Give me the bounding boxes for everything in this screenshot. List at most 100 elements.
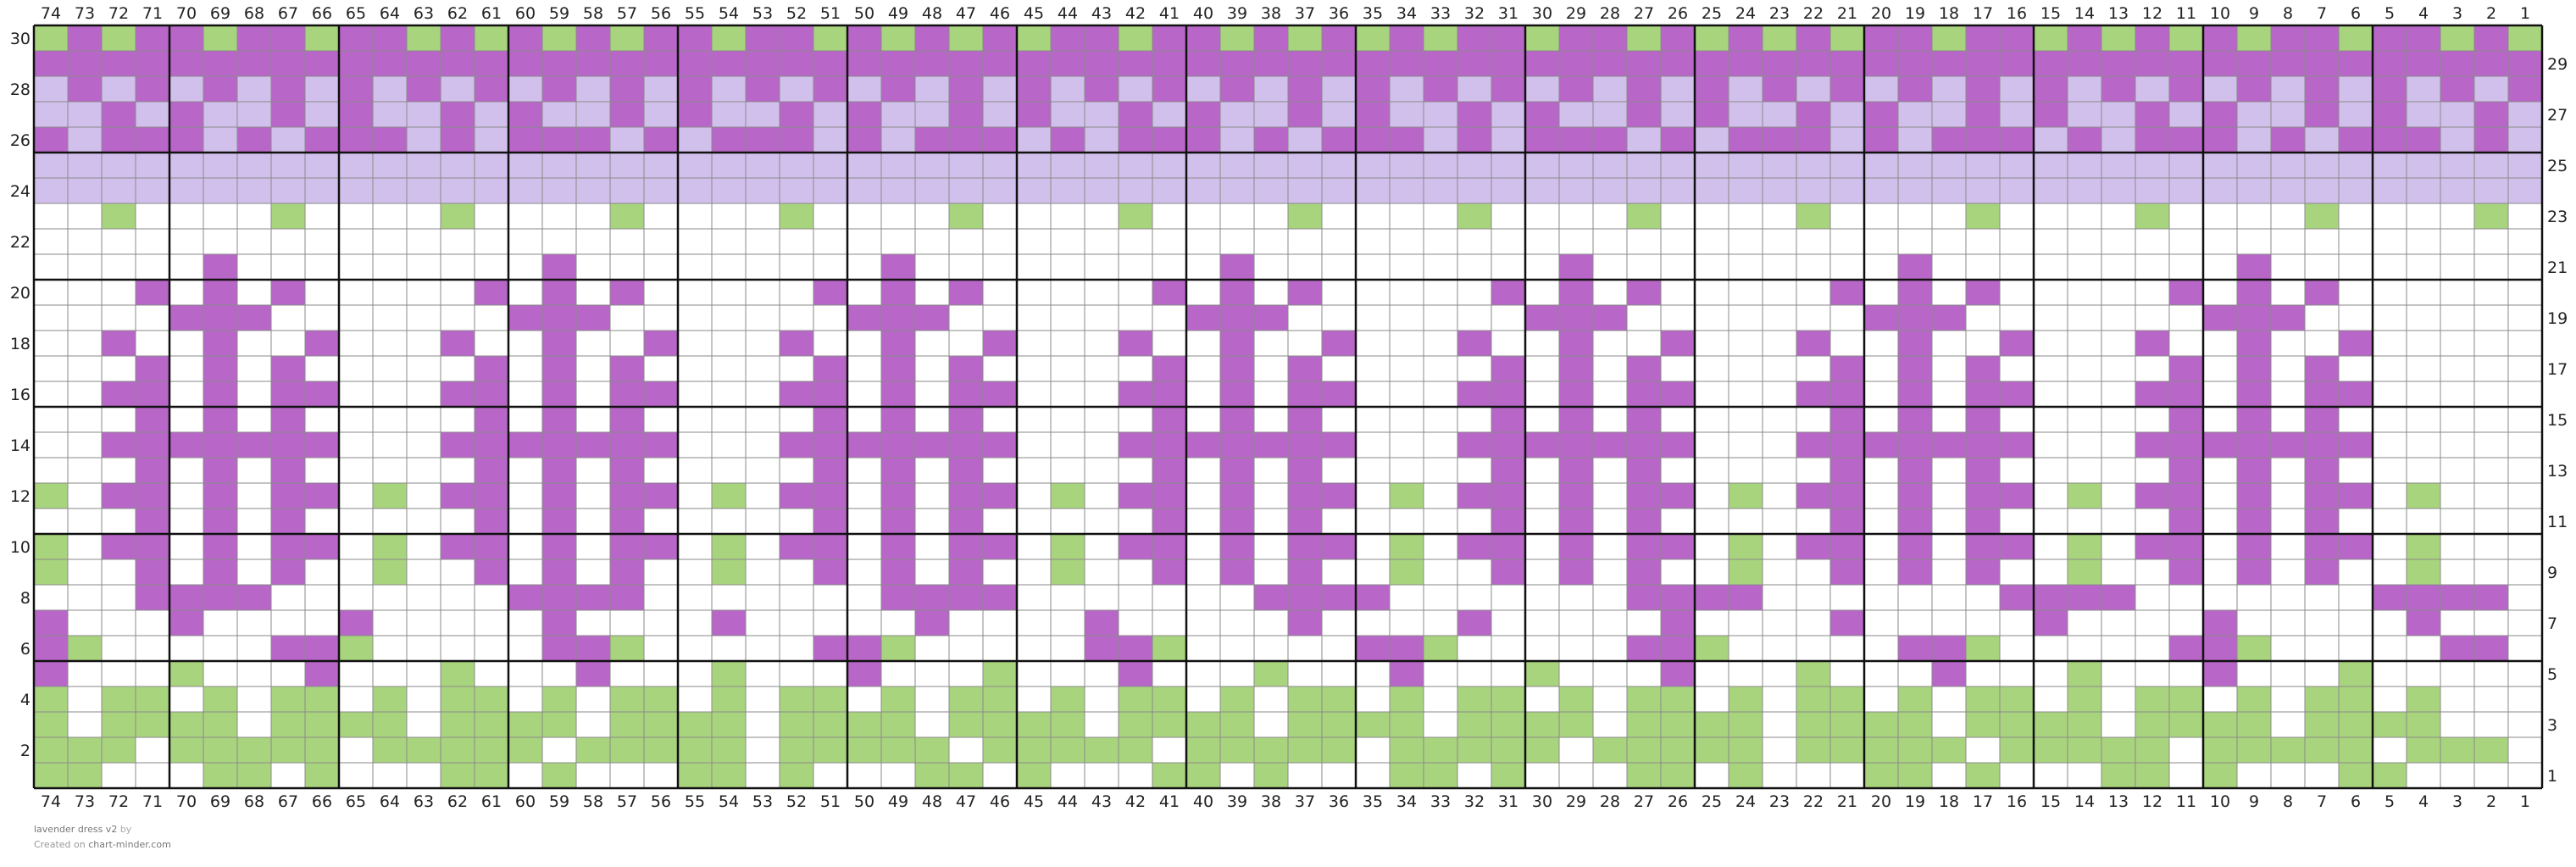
stitch-cell-purple [1763,76,1796,102]
stitch-cell-purple [2339,534,2373,559]
stitch-cell-purple [373,25,407,51]
stitch-cell-purple [136,127,169,153]
stitch-cell-green [1119,712,1152,737]
stitch-cell-purple [949,102,983,127]
stitch-cell-green [1457,686,1491,712]
stitch-cell-green [1864,737,1898,763]
stitch-cell-purple [847,51,881,76]
stitch-cell-lavender [983,178,1017,203]
stitch-cell-purple [1322,331,1356,356]
stitch-cell-green [2237,712,2271,737]
stitch-cell-purple [339,610,373,636]
stitch-cell-purple [2271,432,2305,458]
stitch-cell-purple [1424,51,1457,76]
stitch-cell-green [1457,203,1491,229]
stitch-cell-lavender [136,102,169,127]
stitch-cell-purple [1966,102,2000,127]
stitch-cell-purple [1966,432,2000,458]
stitch-cell-purple [2305,102,2339,127]
stitch-cell-green [2034,712,2068,737]
stitch-cell-lavender [2068,178,2101,203]
stitch-cell-green [1051,686,1085,712]
stitch-cell-purple [542,483,576,509]
stitch-cell-green [949,203,983,229]
stitch-cell-purple [983,51,1017,76]
stitch-cell-lavender [102,153,136,178]
stitch-cell-green [2068,559,2101,585]
stitch-cell-purple [1288,458,1322,483]
credit-site-link[interactable]: chart-minder.com [88,839,171,850]
stitch-cell-purple [237,305,271,331]
stitch-cell-purple [1491,483,1525,509]
stitch-cell-purple [881,483,915,509]
stitch-cell-purple [169,610,203,636]
stitch-cell-purple [1796,102,1830,127]
stitch-cell-lavender [1152,102,1186,127]
stitch-cell-purple [136,280,169,305]
stitch-cell-lavender [1390,153,1424,178]
stitch-cell-purple [2440,51,2474,76]
stitch-cell-green [1525,737,1559,763]
stitch-cell-lavender [237,178,271,203]
stitch-cell-purple [1491,280,1525,305]
stitch-cell-purple [1627,458,1661,483]
stitch-cell-purple [68,51,102,76]
stitch-cell-purple [169,127,203,153]
stitch-cell-lavender [1729,102,1763,127]
stitch-cell-green [2407,483,2440,509]
stitch-cell-lavender [746,153,780,178]
stitch-cell-lavender [1966,178,2000,203]
stitch-cell-green [2508,25,2542,51]
stitch-cell-purple [1390,661,1424,686]
stitch-cell-green [2339,763,2373,788]
stitch-cell-purple [2068,25,2101,51]
stitch-cell-lavender [1627,178,1661,203]
stitch-cell-purple [339,25,373,51]
chart-credit: Created on chart-minder.com [34,839,171,850]
stitch-cell-green [1966,712,2000,737]
stitch-cell-green [2237,686,2271,712]
stitch-cell-green [610,203,644,229]
stitch-cell-purple [1051,127,1085,153]
stitch-cell-purple [1085,51,1119,76]
row-number: 27 [2547,106,2568,125]
column-number: 64 [380,4,400,23]
stitch-cell-green [2203,763,2237,788]
stitch-cell-lavender [1661,178,1695,203]
column-number: 40 [1193,792,1213,811]
stitch-cell-purple [576,25,610,51]
row-number: 26 [10,131,31,150]
stitch-cell-lavender [1051,153,1085,178]
stitch-cell-green [1288,712,1322,737]
stitch-cell-purple [780,534,813,559]
column-number: 42 [1125,4,1146,23]
stitch-cell-lavender [1220,127,1254,153]
stitch-cell-lavender [1017,127,1051,153]
stitch-cell-lavender [2339,178,2373,203]
stitch-cell-green [576,737,610,763]
column-number: 5 [2384,792,2395,811]
stitch-cell-lavender [1424,102,1457,127]
stitch-cell-lavender [2508,127,2542,153]
stitch-cell-lavender [2034,178,2068,203]
stitch-cell-purple [34,636,68,661]
stitch-cell-purple [1254,127,1288,153]
stitch-cell-purple [1729,127,1763,153]
stitch-cell-purple [1152,25,1186,51]
stitch-cell-green [2068,483,2101,509]
stitch-cell-purple [2169,509,2203,534]
stitch-cell-lavender [1424,127,1457,153]
stitch-cell-green [1729,763,1763,788]
stitch-cell-lavender [983,76,1017,102]
stitch-cell-purple [678,25,712,51]
column-number: 40 [1193,4,1213,23]
stitch-cell-purple [915,610,949,636]
stitch-cell-purple [2135,331,2169,356]
column-number: 27 [1634,4,1654,23]
column-number: 14 [2074,792,2095,811]
stitch-cell-lavender [2407,178,2440,203]
stitch-cell-purple [2203,102,2237,127]
stitch-cell-purple [2508,51,2542,76]
stitch-cell-purple [1966,559,2000,585]
stitch-cell-purple [576,127,610,153]
